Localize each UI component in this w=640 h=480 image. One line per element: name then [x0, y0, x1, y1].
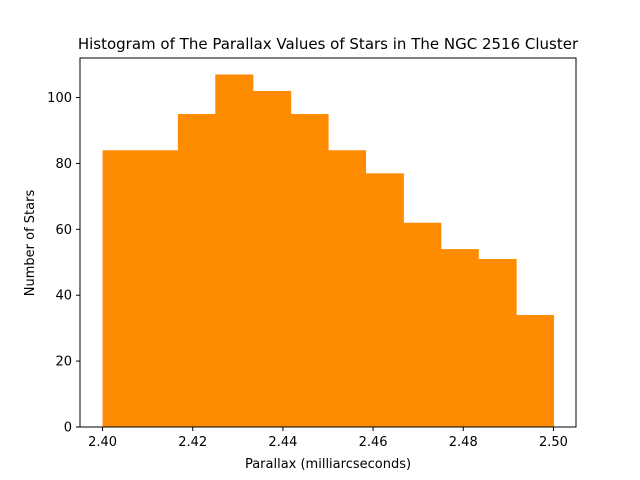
histogram-bar [252, 90, 292, 428]
x-tick-label: 2.40 [88, 435, 117, 450]
x-tick-label: 2.44 [268, 435, 297, 450]
y-tick-label: 0 [64, 421, 72, 436]
bars-group [102, 74, 555, 428]
y-tick-label: 100 [47, 91, 72, 106]
chart-title: Histogram of The Parallax Values of Star… [78, 35, 579, 53]
x-axis-label: Parallax (milliarcseconds) [245, 457, 411, 472]
y-axis-ticks: 0 20 40 60 80 100 [47, 91, 80, 436]
y-axis-label: Number of Stars [23, 190, 38, 297]
histogram-bar [440, 249, 479, 427]
histogram-bar [478, 258, 517, 427]
x-tick-label: 2.50 [539, 435, 568, 450]
histogram-bar [328, 150, 367, 427]
y-tick-label: 20 [55, 355, 72, 370]
histogram-bar [403, 222, 442, 427]
x-tick-label: 2.48 [449, 435, 478, 450]
histogram-bar [365, 173, 404, 427]
histogram-bar [516, 314, 555, 427]
y-tick-label: 80 [55, 157, 72, 172]
y-tick-label: 60 [55, 223, 72, 238]
x-axis-ticks: 2.40 2.42 2.44 2.46 2.48 2.50 [88, 427, 568, 450]
histogram-bar [177, 114, 216, 428]
histogram-bar [139, 150, 179, 427]
histogram-bar [215, 74, 254, 428]
histogram-bar [290, 114, 329, 428]
plot-frame [79, 57, 577, 428]
x-tick-label: 2.46 [359, 435, 388, 450]
y-tick-label: 40 [55, 289, 72, 304]
histogram-bar [102, 150, 141, 427]
x-tick-label: 2.42 [178, 435, 207, 450]
